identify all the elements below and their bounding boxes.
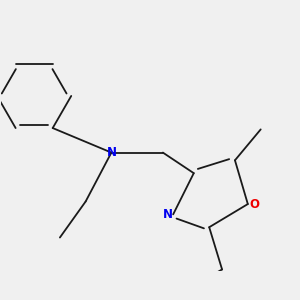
Text: N: N xyxy=(163,208,173,221)
Text: N: N xyxy=(106,146,116,159)
Text: O: O xyxy=(249,198,259,211)
